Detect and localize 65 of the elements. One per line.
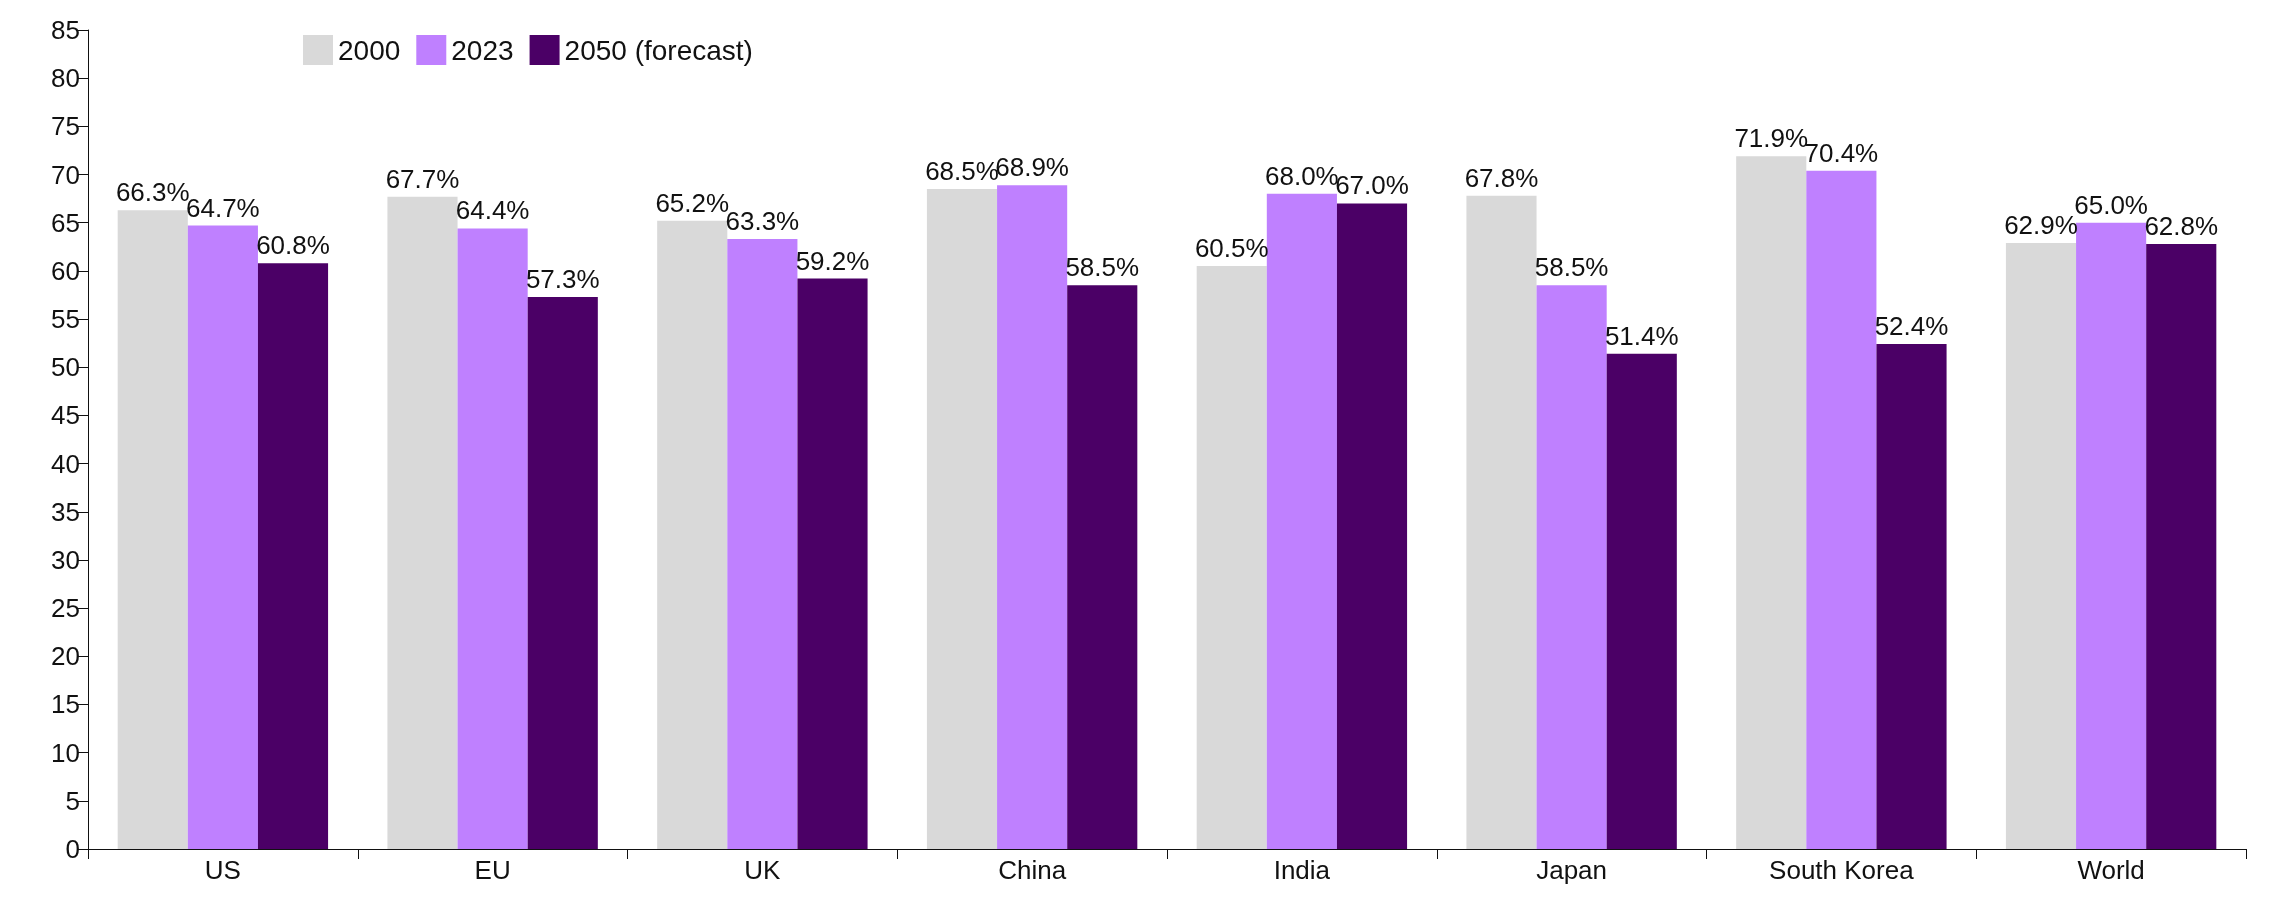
legend-label: 2023 xyxy=(451,34,514,66)
y-tick-label: 70 xyxy=(51,159,80,190)
data-label: 67.7% xyxy=(385,163,460,194)
data-label: 59.2% xyxy=(795,245,870,276)
bar xyxy=(997,185,1068,849)
y-tick-label: 25 xyxy=(51,593,80,624)
bar xyxy=(727,239,798,849)
bar xyxy=(797,278,868,849)
bar xyxy=(2076,222,2147,849)
x-tick-label: India xyxy=(1273,855,1331,885)
data-label: 58.5% xyxy=(1534,252,1609,283)
data-label: 60.5% xyxy=(1194,233,1269,264)
y-tick-label: 0 xyxy=(65,834,80,864)
bar xyxy=(1536,285,1607,849)
y-tick-label: 20 xyxy=(51,641,80,672)
y-tick-label: 5 xyxy=(65,785,80,816)
y-tick-label: 10 xyxy=(51,737,80,768)
bar xyxy=(1736,156,1807,849)
y-tick-label: 45 xyxy=(51,400,80,431)
bar xyxy=(457,228,528,849)
bar xyxy=(387,196,458,849)
bar xyxy=(1266,193,1337,849)
bar xyxy=(257,263,329,849)
x-tick-label: China xyxy=(998,855,1067,885)
y-tick-label: 15 xyxy=(51,689,80,720)
data-label: 58.5% xyxy=(1065,252,1140,283)
bar xyxy=(117,210,188,849)
bar xyxy=(2005,242,2077,849)
data-label: 67.8% xyxy=(1464,162,1539,193)
bar xyxy=(1466,195,1537,849)
x-tick-label: Japan xyxy=(1536,855,1608,885)
x-tick-label: South Korea xyxy=(1769,855,1915,885)
y-tick-label: 35 xyxy=(51,496,80,527)
y-tick-label: 50 xyxy=(51,352,80,383)
legend-label: 2000 xyxy=(338,34,401,66)
bar xyxy=(187,225,258,849)
data-label: 57.3% xyxy=(525,263,600,294)
bar xyxy=(1196,266,1267,849)
y-tick-label: 80 xyxy=(51,63,80,94)
data-label: 64.4% xyxy=(455,195,530,226)
legend-label: 2050 (forecast) xyxy=(564,34,753,66)
bar xyxy=(1806,170,1877,849)
bar xyxy=(527,296,598,849)
data-label: 52.4% xyxy=(1874,311,1949,342)
data-label: 51.4% xyxy=(1604,320,1679,351)
bar xyxy=(1876,344,1947,849)
bar xyxy=(1336,203,1408,849)
data-label: 65.0% xyxy=(2074,189,2148,220)
y-tick-label: 30 xyxy=(51,544,80,575)
x-tick-label: EU xyxy=(474,855,511,885)
y-tick-label: 65 xyxy=(51,207,80,238)
bar xyxy=(1067,285,1138,849)
x-tick-label: UK xyxy=(744,855,782,885)
x-tick-label: World xyxy=(2077,855,2145,885)
y-tick-label: 55 xyxy=(51,304,80,335)
data-label: 60.8% xyxy=(256,230,330,261)
y-tick-label: 60 xyxy=(51,255,80,286)
bar xyxy=(926,188,998,849)
y-tick-label: 85 xyxy=(51,15,80,45)
y-tick-label: 40 xyxy=(51,448,80,479)
x-tick-label: US xyxy=(204,855,241,885)
bar xyxy=(1606,353,1677,849)
bar xyxy=(2146,243,2217,849)
bar xyxy=(657,220,728,849)
y-tick-label: 75 xyxy=(51,111,80,142)
